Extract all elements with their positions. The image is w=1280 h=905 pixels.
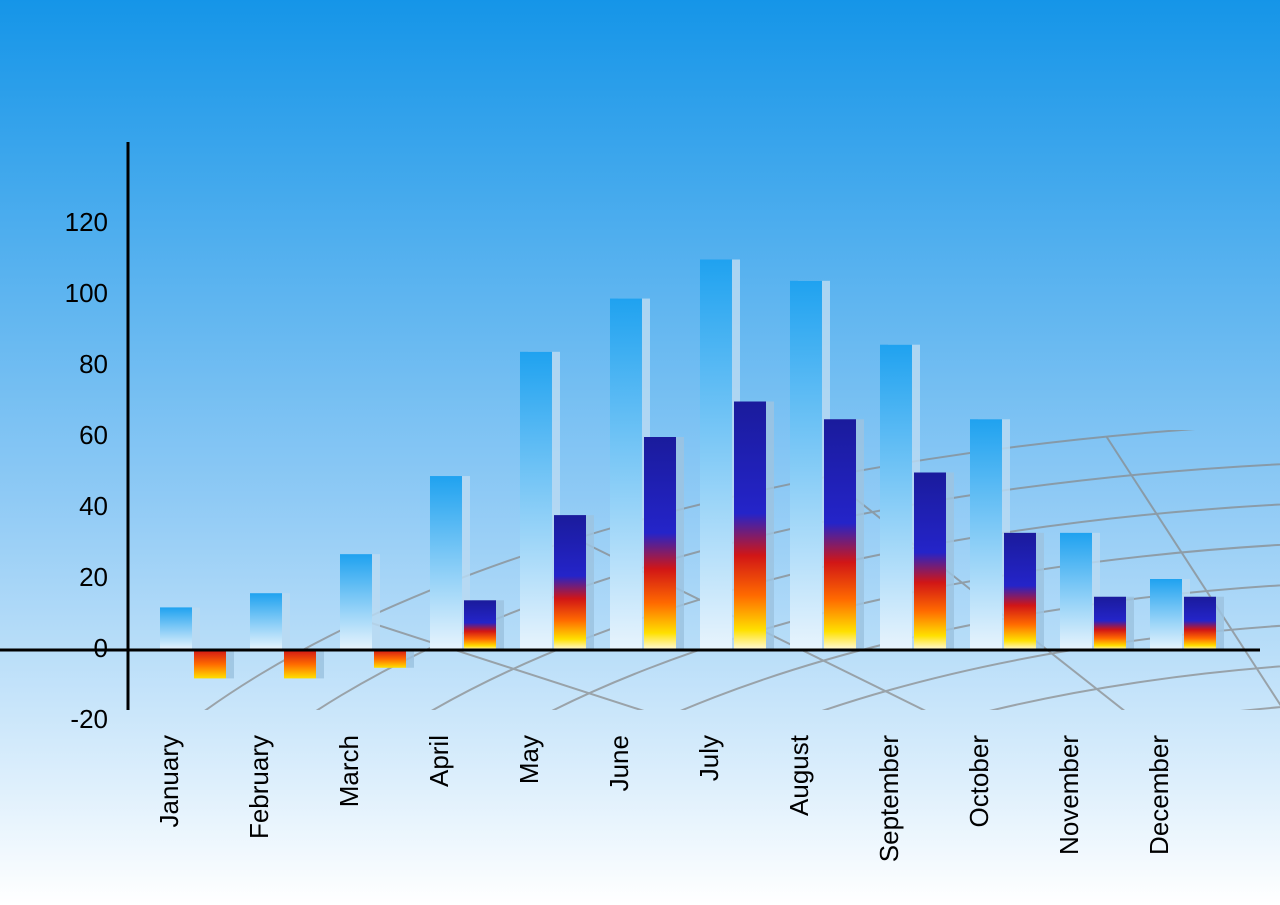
series2-bar (734, 402, 766, 651)
series2-bar (194, 650, 226, 678)
series1-bar (1150, 579, 1182, 650)
series1-bar (430, 476, 462, 650)
series1-bar (340, 554, 372, 650)
y-tick-label: 60 (79, 420, 108, 450)
series1-bar (610, 299, 642, 650)
series2-bar (1094, 597, 1126, 650)
y-tick-label: 120 (65, 207, 108, 237)
series1-bar (970, 419, 1002, 650)
y-tick-label: 100 (65, 278, 108, 308)
series2-bar (914, 473, 946, 651)
x-category-label: April (424, 735, 454, 787)
series2-bar (824, 419, 856, 650)
x-category-label: December (1144, 735, 1174, 855)
x-category-label: March (334, 735, 364, 807)
x-category-label: January (154, 735, 184, 828)
series2-bar (554, 515, 586, 650)
y-tick-label: -20 (70, 704, 108, 734)
chart-container: { "chart": { "type": "bar", "width": 128… (0, 0, 1280, 905)
series2-bar (374, 650, 406, 668)
x-category-label: February (244, 735, 274, 839)
series1-bar (160, 607, 192, 650)
x-category-label: September (874, 735, 904, 863)
x-category-label: October (964, 735, 994, 828)
y-tick-label: 0 (94, 633, 108, 663)
chart-svg: -20 0 20 40 60 80 100 120 January February March Ap… (0, 0, 1280, 905)
x-category-label: July (694, 735, 724, 781)
y-tick-label: 80 (79, 349, 108, 379)
series1-bar (1060, 533, 1092, 650)
series1-bar (700, 260, 732, 651)
x-category-label: November (1054, 735, 1084, 855)
x-category-label: May (514, 735, 544, 784)
series2-bar (284, 650, 316, 678)
y-tick-label: 40 (79, 491, 108, 521)
series2-bar (464, 600, 496, 650)
series2-bar (1004, 533, 1036, 650)
series1-bar (520, 352, 552, 650)
series2-bar (1184, 597, 1216, 650)
x-category-label: August (784, 734, 814, 816)
series2-bar (644, 437, 676, 650)
series1-bar (790, 281, 822, 650)
x-category-label: June (604, 735, 634, 791)
y-tick-label: 20 (79, 562, 108, 592)
series1-bar (250, 593, 282, 650)
series1-bar (880, 345, 912, 650)
